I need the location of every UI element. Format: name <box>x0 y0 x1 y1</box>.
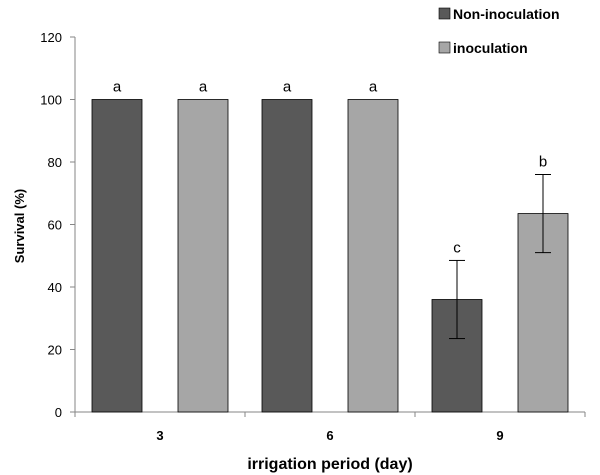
significance-letter: b <box>539 154 547 171</box>
y-tick-label: 40 <box>48 280 62 295</box>
y-tick-label: 60 <box>48 218 62 233</box>
bars-layer <box>91 99 569 413</box>
significance-letter: a <box>199 79 208 96</box>
y-axis-title: Survival (%) <box>12 189 27 263</box>
significance-letter: c <box>453 239 461 256</box>
significance-letter: a <box>113 79 122 96</box>
x-tick-label: 6 <box>326 428 333 443</box>
x-axis-title: irrigation period (day) <box>247 456 412 473</box>
y-tick-label: 120 <box>40 30 62 45</box>
y-tick-label: 80 <box>48 155 62 170</box>
y-tick-label: 20 <box>48 343 62 358</box>
legend-label: Non-inoculation <box>453 6 560 22</box>
error-bars-layer <box>449 174 551 340</box>
significance-letters-layer: a a c a a b <box>113 79 547 257</box>
bar <box>91 99 143 413</box>
legend-label: inoculation <box>453 40 528 56</box>
significance-letter: a <box>369 79 378 96</box>
legend-swatch <box>438 41 451 54</box>
legend: Non-inoculation inoculation <box>438 6 560 56</box>
bar <box>261 99 313 413</box>
x-tick-label: 3 <box>156 428 163 443</box>
significance-letter: a <box>283 79 292 96</box>
bar <box>347 99 399 413</box>
axes-layer: 0 20 40 60 80 100 120 3 6 9 <box>40 30 586 443</box>
legend-swatch <box>438 7 451 20</box>
x-tick-label: 9 <box>496 428 503 443</box>
y-tick-label: 100 <box>40 93 62 108</box>
bar <box>177 99 229 413</box>
y-tick-label: 0 <box>55 405 62 420</box>
